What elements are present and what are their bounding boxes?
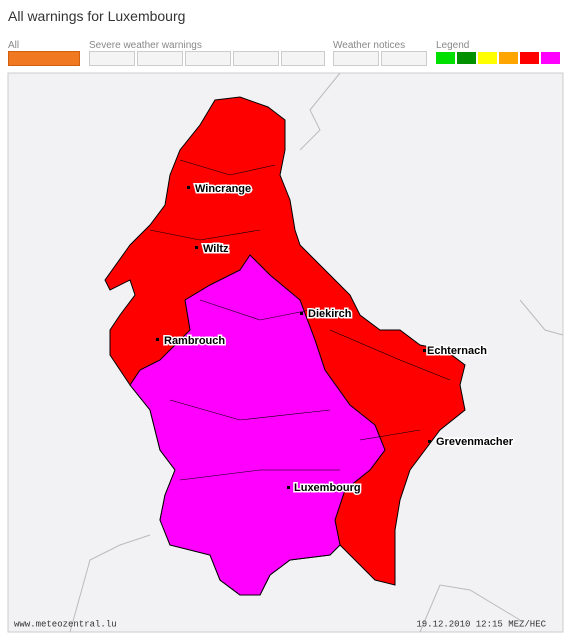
page-title: All warnings for Luxembourg	[8, 8, 186, 24]
wind-button[interactable]	[89, 51, 135, 66]
city-label: Wiltz	[203, 243, 229, 255]
city-label: Luxembourg	[294, 482, 361, 494]
commune-border	[149, 159, 451, 481]
all-button[interactable]	[8, 51, 80, 66]
fog-button[interactable]	[381, 51, 427, 66]
legend-swatch	[457, 52, 476, 64]
timestamp-label: 19.12.2010 12:15 MEZ/HEC	[416, 619, 546, 629]
city-label: Echternach	[427, 345, 487, 357]
temperature-button[interactable]	[333, 51, 379, 66]
group-label: Weather notices	[333, 40, 406, 51]
group-label: Severe weather warnings	[89, 40, 202, 51]
legend-swatch	[541, 52, 560, 64]
thunder-button[interactable]	[233, 51, 279, 66]
source-label: www.meteozentral.lu	[14, 619, 117, 629]
group-label: Legend	[436, 40, 470, 51]
magenta-region[interactable]	[129, 254, 386, 596]
city-label: Diekirch	[308, 308, 352, 320]
city-label: Wincrange	[195, 183, 251, 195]
border-line	[69, 72, 564, 633]
legend-swatch	[520, 52, 539, 64]
city-markers	[156, 186, 431, 489]
legend-swatch	[478, 52, 497, 64]
rain-button[interactable]	[137, 51, 183, 66]
legend-swatch	[499, 52, 518, 64]
legend-swatch	[436, 52, 455, 64]
city-label: Rambrouch	[164, 335, 225, 347]
ice-button[interactable]	[281, 51, 325, 66]
city-label: Grevenmacher	[436, 436, 514, 448]
group-label: All	[8, 40, 20, 51]
snow-button[interactable]	[185, 51, 231, 66]
